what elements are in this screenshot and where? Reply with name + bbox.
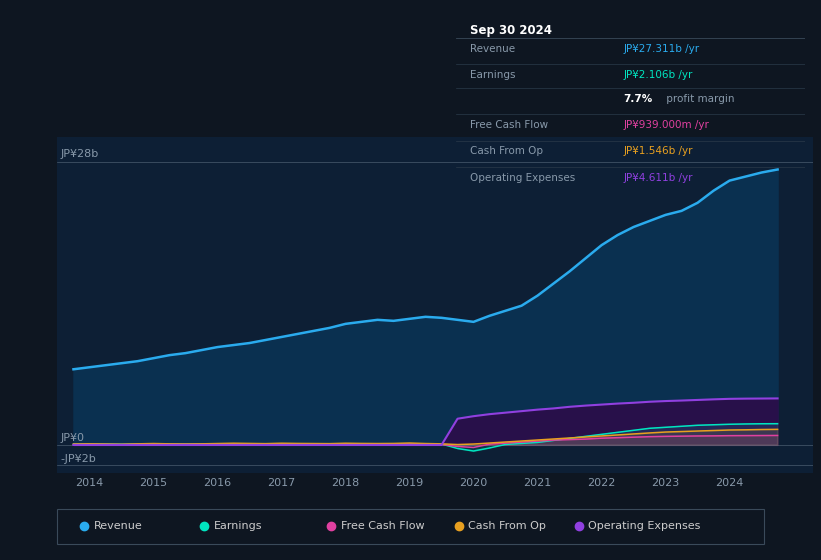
Text: JP¥939.000m /yr: JP¥939.000m /yr (623, 120, 709, 130)
FancyBboxPatch shape (57, 508, 764, 544)
Text: Sep 30 2024: Sep 30 2024 (470, 25, 552, 38)
Text: Earnings: Earnings (470, 70, 515, 80)
Text: Free Cash Flow: Free Cash Flow (470, 120, 548, 130)
Text: Earnings: Earnings (214, 521, 263, 531)
Text: 7.7%: 7.7% (623, 94, 653, 104)
Text: JP¥2.106b /yr: JP¥2.106b /yr (623, 70, 693, 80)
Text: Cash From Op: Cash From Op (470, 146, 543, 156)
Text: JP¥0: JP¥0 (61, 433, 85, 444)
Text: Free Cash Flow: Free Cash Flow (342, 521, 425, 531)
Text: JP¥28b: JP¥28b (61, 150, 99, 160)
Text: Cash From Op: Cash From Op (469, 521, 546, 531)
Text: Operating Expenses: Operating Expenses (470, 173, 575, 183)
Text: JP¥4.611b /yr: JP¥4.611b /yr (623, 173, 693, 183)
Text: profit margin: profit margin (663, 94, 735, 104)
Text: Revenue: Revenue (94, 521, 143, 531)
Text: -JP¥2b: -JP¥2b (61, 454, 96, 464)
Text: JP¥1.546b /yr: JP¥1.546b /yr (623, 146, 693, 156)
Text: Operating Expenses: Operating Expenses (589, 521, 701, 531)
Text: Revenue: Revenue (470, 44, 515, 54)
Text: JP¥27.311b /yr: JP¥27.311b /yr (623, 44, 699, 54)
